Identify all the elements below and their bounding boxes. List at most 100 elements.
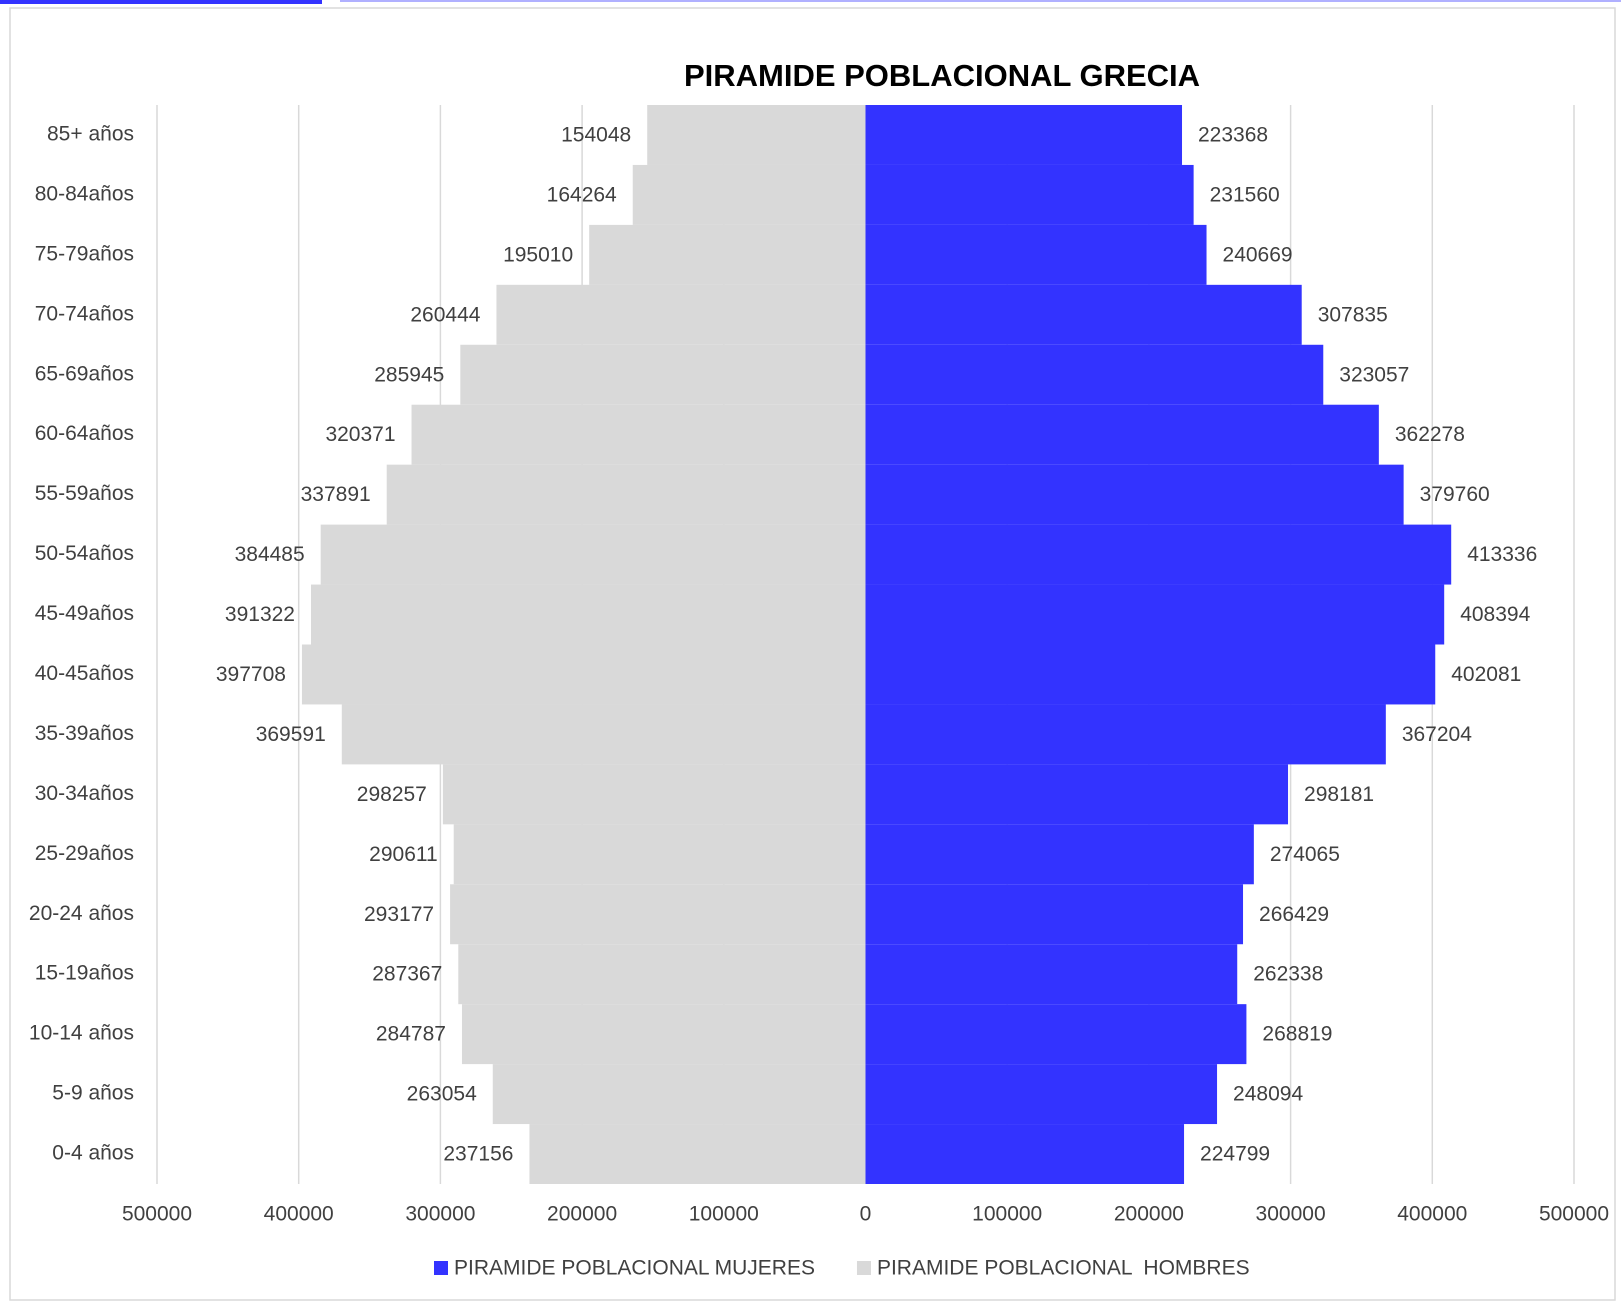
x-tick-label: 400000 xyxy=(1397,1203,1467,1226)
data-label: 195010 xyxy=(503,243,573,266)
bar xyxy=(450,884,866,945)
bar xyxy=(865,644,1436,705)
data-label: 164264 xyxy=(547,183,617,206)
data-label: 408394 xyxy=(1460,603,1530,626)
data-label: 367204 xyxy=(1402,723,1472,746)
bar xyxy=(865,824,1254,885)
data-label: 337891 xyxy=(301,483,371,506)
data-label: 237156 xyxy=(443,1143,513,1166)
y-tick-label: 85+ años xyxy=(47,123,134,146)
data-label: 290611 xyxy=(369,843,438,866)
data-label: 262338 xyxy=(1253,963,1323,986)
bar xyxy=(460,344,866,405)
y-tick-label: 40-45años xyxy=(35,662,134,685)
bar xyxy=(453,824,866,885)
chart-title: PIRAMIDE POBLACIONAL GRECIA xyxy=(684,58,1200,93)
legend-label: PIRAMIDE POBLACIONAL MUJERES xyxy=(454,1257,815,1280)
data-label: 224799 xyxy=(1200,1143,1270,1166)
data-label: 287367 xyxy=(372,963,442,986)
x-tick-label: 0 xyxy=(860,1203,872,1226)
top-stripe xyxy=(340,0,1621,2)
y-tick-label: 50-54años xyxy=(35,542,134,565)
bar xyxy=(386,464,866,525)
bar xyxy=(529,1124,866,1184)
y-tick-label: 80-84años xyxy=(35,182,134,205)
data-label: 362278 xyxy=(1395,423,1465,446)
data-label: 384485 xyxy=(235,543,305,566)
data-label: 284787 xyxy=(376,1023,446,1046)
legend-swatch xyxy=(434,1261,448,1275)
y-tick-label: 25-29años xyxy=(35,842,134,865)
y-tick-label: 35-39años xyxy=(35,722,134,745)
bar xyxy=(865,464,1404,525)
x-tick-label: 500000 xyxy=(1539,1203,1609,1226)
data-label: 298257 xyxy=(357,783,427,806)
bar xyxy=(458,944,866,1005)
x-tick-label: 300000 xyxy=(1256,1203,1326,1226)
data-label: 298181 xyxy=(1304,783,1374,806)
bar xyxy=(341,704,866,765)
x-tick-label: 100000 xyxy=(972,1203,1042,1226)
data-label: 391322 xyxy=(225,603,295,626)
data-label: 402081 xyxy=(1451,663,1521,686)
data-label: 223368 xyxy=(1198,124,1268,147)
bar xyxy=(411,404,866,465)
data-label: 248094 xyxy=(1233,1083,1303,1106)
bar xyxy=(865,1004,1247,1065)
bar xyxy=(865,1124,1185,1184)
bar xyxy=(865,224,1207,285)
bar xyxy=(865,944,1238,1005)
data-label: 285945 xyxy=(374,363,444,386)
y-tick-label: 60-64años xyxy=(35,422,134,445)
data-label: 268819 xyxy=(1262,1023,1332,1046)
y-tick-label: 0-4 años xyxy=(52,1142,134,1165)
data-label: 307835 xyxy=(1318,303,1388,326)
data-label: 379760 xyxy=(1420,483,1490,506)
data-label: 274065 xyxy=(1270,843,1340,866)
bar xyxy=(461,1004,866,1065)
data-label: 154048 xyxy=(561,124,631,147)
bar xyxy=(865,584,1445,645)
legend-swatch xyxy=(856,1261,871,1275)
bar xyxy=(647,105,866,165)
data-label: 413336 xyxy=(1467,543,1537,566)
bar xyxy=(492,1064,866,1125)
data-label: 240669 xyxy=(1223,243,1293,266)
top-stripe xyxy=(0,0,322,4)
data-label: 266429 xyxy=(1259,903,1329,926)
data-label: 263054 xyxy=(407,1083,477,1106)
bar xyxy=(496,284,866,345)
data-label: 320371 xyxy=(325,423,395,446)
bar xyxy=(865,404,1379,465)
data-label: 397708 xyxy=(216,663,286,686)
data-label: 369591 xyxy=(256,723,326,746)
y-tick-label: 20-24 años xyxy=(29,902,134,925)
y-tick-label: 30-34años xyxy=(35,782,134,805)
y-tick-label: 10-14 años xyxy=(29,1022,134,1045)
data-label: 260444 xyxy=(410,303,480,326)
bar xyxy=(865,284,1302,345)
bar xyxy=(865,524,1452,585)
x-tick-label: 200000 xyxy=(547,1203,617,1226)
bar xyxy=(865,764,1289,825)
y-tick-label: 70-74años xyxy=(35,302,134,325)
data-label: 231560 xyxy=(1210,183,1280,206)
bar xyxy=(865,344,1324,405)
y-tick-label: 75-79años xyxy=(35,242,134,265)
bar xyxy=(865,164,1194,225)
bar xyxy=(320,524,866,585)
y-tick-label: 5-9 años xyxy=(52,1082,134,1105)
y-tick-label: 55-59años xyxy=(35,482,134,505)
bar xyxy=(310,584,866,645)
bar xyxy=(865,704,1386,765)
legend-label: PIRAMIDE POBLACIONAL HOMBRES xyxy=(877,1257,1250,1280)
x-tick-label: 500000 xyxy=(122,1203,192,1226)
bar xyxy=(632,164,866,225)
x-tick-label: 100000 xyxy=(689,1203,759,1226)
bar xyxy=(865,884,1244,945)
bar xyxy=(865,105,1183,165)
x-tick-label: 300000 xyxy=(405,1203,475,1226)
y-tick-label: 65-69años xyxy=(35,362,134,385)
x-tick-label: 400000 xyxy=(264,1203,334,1226)
